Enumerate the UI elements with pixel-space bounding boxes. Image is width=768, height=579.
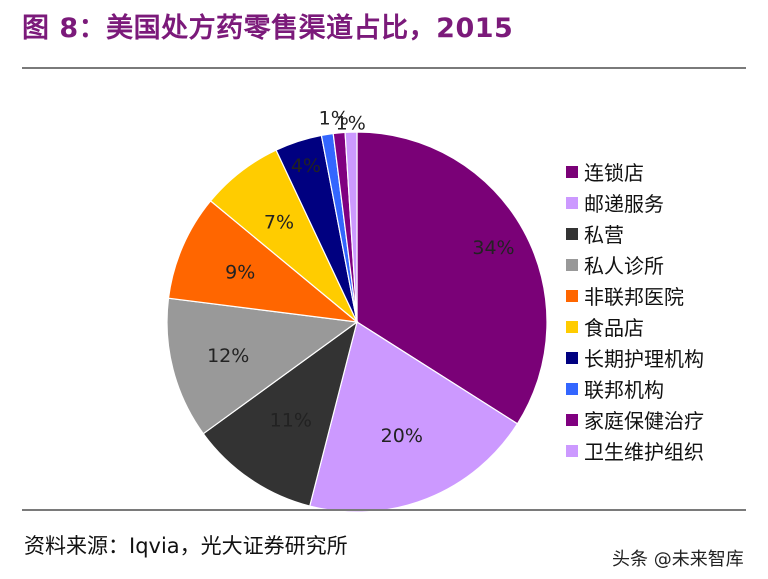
slice-data-label: 12% xyxy=(207,345,249,367)
legend-label: 联邦机构 xyxy=(584,378,664,402)
legend-swatch xyxy=(566,165,578,178)
legend-label: 私营 xyxy=(584,223,624,247)
legend-item: 私人诊所 xyxy=(566,249,704,280)
legend-swatch xyxy=(566,382,578,395)
legend-label: 家庭保健治疗 xyxy=(584,409,704,433)
watermark-text: 头条 @未来智库 xyxy=(612,549,744,570)
legend-item: 私营 xyxy=(566,218,704,249)
legend-swatch xyxy=(566,258,578,271)
pie-slice xyxy=(356,131,548,425)
legend-label: 连锁店 xyxy=(584,161,644,185)
legend-swatch xyxy=(566,227,578,240)
slice-data-label: 7% xyxy=(264,211,294,233)
pie-slice xyxy=(202,320,358,507)
legend-item: 连锁店 xyxy=(566,156,704,187)
chart-title: 图 8：美国处方药零售渠道占比，2015 xyxy=(22,13,514,44)
legend-swatch xyxy=(566,351,578,364)
slice-data-label: 34% xyxy=(472,237,514,259)
legend-label: 卫生维护组织 xyxy=(584,440,704,464)
legend-label: 长期护理机构 xyxy=(584,347,704,371)
legend-label: 食品店 xyxy=(584,316,644,340)
legend-swatch xyxy=(566,320,578,333)
legend-swatch xyxy=(566,289,578,302)
pie-slice xyxy=(166,297,359,435)
legend-item: 非联邦医院 xyxy=(566,280,704,311)
legend-swatch xyxy=(566,196,578,209)
legend-label: 非联邦医院 xyxy=(584,285,684,309)
slice-data-label: 20% xyxy=(381,425,423,447)
slice-data-label: 11% xyxy=(270,409,312,431)
chart-legend: 连锁店邮递服务私营私人诊所非联邦医院食品店长期护理机构 联邦机构家庭保健治疗 卫生维… xyxy=(566,156,704,466)
legend-label: 私人诊所 xyxy=(584,254,664,278)
slice-data-label: 9% xyxy=(225,261,255,283)
slice-data-label: 4% xyxy=(291,155,321,177)
legend-item: 食品店 xyxy=(566,311,704,342)
source-note: 资料来源：Iqvia，光大证券研究所 xyxy=(24,534,348,558)
legend-item: 邮递服务 xyxy=(566,187,704,218)
legend-item: 家庭保健治疗 xyxy=(566,404,704,435)
legend-item: 卫生维护组织 xyxy=(566,435,704,466)
bottom-divider xyxy=(22,509,746,511)
legend-item: 长期护理机构 xyxy=(566,342,704,373)
legend-label: 邮递服务 xyxy=(584,192,664,216)
pie-slice xyxy=(344,131,358,323)
slice-data-label: 1% xyxy=(336,113,366,135)
legend-swatch xyxy=(566,444,578,457)
slice-data-label: 1% xyxy=(319,108,349,130)
top-divider xyxy=(22,67,746,69)
pie-slice xyxy=(167,200,359,323)
legend-item: 联邦机构 xyxy=(566,373,704,404)
legend-swatch xyxy=(566,413,578,426)
